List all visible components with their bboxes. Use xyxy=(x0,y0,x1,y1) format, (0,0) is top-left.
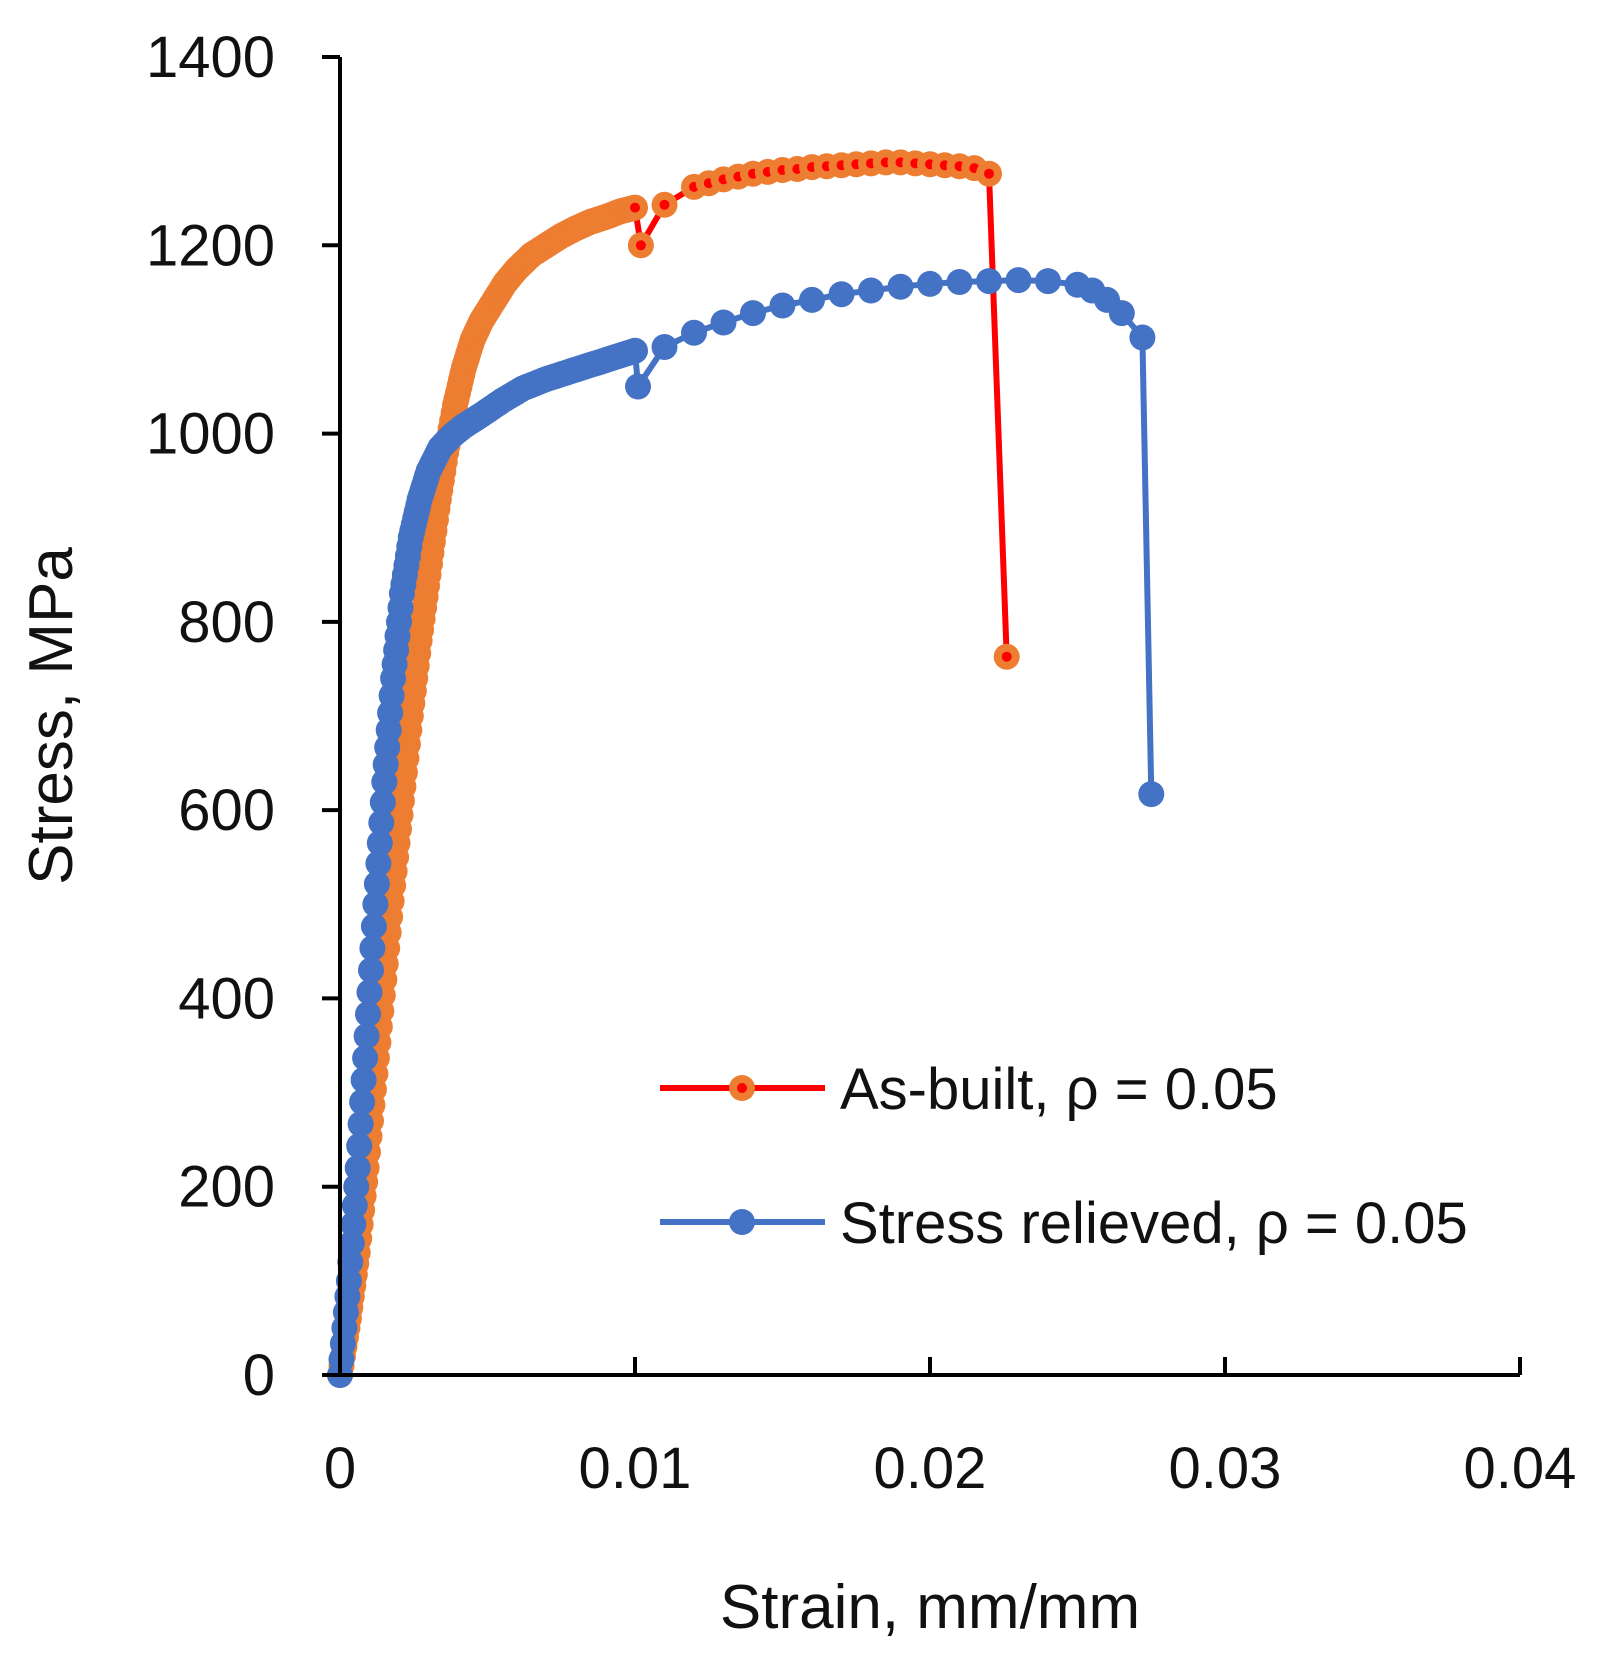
data-point xyxy=(976,268,1002,295)
data-point xyxy=(858,277,884,304)
data-point xyxy=(362,891,389,918)
data-point xyxy=(347,1111,374,1137)
data-point xyxy=(769,292,796,319)
data-point xyxy=(917,270,943,297)
legend-marker-core-as-built xyxy=(737,1083,747,1093)
x-tick-label: 0.03 xyxy=(1169,1436,1282,1501)
data-point xyxy=(887,273,914,300)
data-point xyxy=(710,309,737,336)
data-point xyxy=(350,1067,377,1093)
x-axis-title: Strain, mm/mm xyxy=(720,1573,1140,1642)
legend: As-built, ρ = 0.05 Stress relieved, ρ = … xyxy=(660,1057,1468,1256)
data-point xyxy=(946,269,973,295)
data-point xyxy=(359,935,386,962)
data-point xyxy=(1035,268,1061,295)
data-point xyxy=(341,1192,368,1219)
series-1 xyxy=(327,267,1165,1388)
y-tick-label: 1000 xyxy=(146,402,275,467)
data-point xyxy=(740,300,766,327)
y-tick-label: 400 xyxy=(178,966,275,1031)
data-point xyxy=(343,1173,370,1200)
data-point xyxy=(366,830,393,857)
data-point xyxy=(338,1230,365,1257)
data-point xyxy=(358,957,384,984)
legend-label-stress-relieved: Stress relieved, ρ = 0.05 xyxy=(840,1191,1468,1256)
y-tick-label: 800 xyxy=(178,590,275,655)
x-tick-label: 0.04 xyxy=(1464,1436,1577,1501)
y-tick-label: 1200 xyxy=(146,213,275,278)
series-layer xyxy=(327,149,1165,1388)
data-point-core xyxy=(984,168,994,179)
data-point xyxy=(828,281,855,308)
data-point xyxy=(681,319,707,346)
data-point xyxy=(1129,324,1156,351)
x-tick-label: 0 xyxy=(324,1436,356,1501)
data-point-core xyxy=(659,199,670,210)
y-tick-label: 200 xyxy=(178,1155,275,1220)
data-point xyxy=(622,337,648,364)
data-point xyxy=(625,373,651,400)
data-point-core xyxy=(630,202,640,213)
data-point xyxy=(340,1211,367,1238)
data-point xyxy=(1005,267,1032,294)
data-point xyxy=(799,286,825,313)
ticks: 0 200 400 600 800 1000 1200 1400 0 0.01 0.02 0.03 0.… xyxy=(146,25,1576,1501)
data-point xyxy=(353,1023,380,1050)
data-point-core xyxy=(635,240,646,251)
data-point xyxy=(651,334,678,360)
data-point xyxy=(1138,781,1165,808)
legend-marker-stress-relieved xyxy=(729,1209,755,1235)
data-point xyxy=(344,1154,371,1181)
data-point xyxy=(335,1267,362,1294)
y-tick-label: 0 xyxy=(243,1343,275,1408)
data-point xyxy=(360,913,387,940)
data-point xyxy=(349,1089,376,1115)
x-tick-label: 0.01 xyxy=(579,1436,692,1501)
data-point xyxy=(337,1249,364,1275)
data-point xyxy=(368,809,395,836)
data-point xyxy=(356,979,383,1006)
data-point xyxy=(1108,300,1135,327)
data-point-core xyxy=(1001,651,1012,662)
x-tick-label: 0.02 xyxy=(874,1436,987,1501)
y-tick-label: 1400 xyxy=(146,25,275,90)
y-axis-title: Stress, MPa xyxy=(17,547,86,885)
data-point xyxy=(352,1045,379,1072)
data-point xyxy=(369,789,396,816)
data-point xyxy=(363,870,390,897)
data-point xyxy=(365,850,392,877)
data-point xyxy=(355,1001,381,1028)
y-tick-label: 600 xyxy=(178,778,275,843)
data-point xyxy=(346,1132,373,1159)
legend-label-as-built: As-built, ρ = 0.05 xyxy=(840,1057,1278,1122)
